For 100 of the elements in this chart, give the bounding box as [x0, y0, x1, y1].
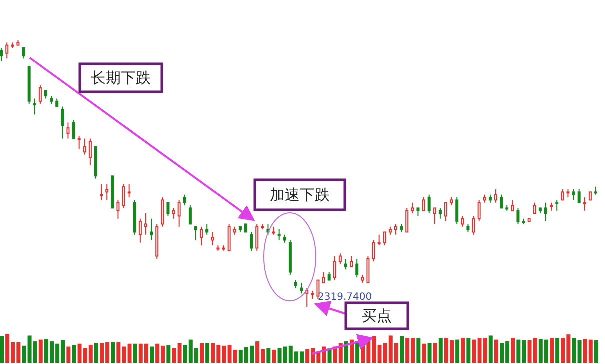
bar	[550, 338, 554, 363]
bar	[272, 350, 276, 363]
candlestick	[372, 240, 376, 262]
candlestick	[211, 232, 214, 246]
candlestick	[338, 253, 342, 265]
bar	[344, 342, 348, 363]
candlestick	[394, 224, 398, 236]
bar	[466, 338, 471, 363]
candlestick	[178, 200, 181, 228]
candlestick	[83, 138, 86, 156]
candlestick	[0, 48, 4, 62]
candlestick	[128, 184, 131, 198]
bar	[422, 344, 426, 363]
candlestick	[583, 197, 586, 212]
annotation: 2319.7400	[318, 292, 372, 303]
bar	[38, 340, 43, 363]
bar	[438, 338, 443, 363]
annotation: 加速下跌	[270, 186, 330, 204]
bar	[166, 345, 171, 363]
bar	[488, 336, 493, 363]
bar	[266, 348, 271, 363]
candlestick	[500, 194, 504, 209]
candlestick	[78, 136, 81, 150]
candlestick	[333, 256, 336, 281]
candlestick	[516, 208, 520, 225]
bar	[400, 336, 404, 363]
candlestick	[378, 234, 381, 246]
annotation: 买点	[362, 307, 392, 325]
bar	[556, 338, 560, 363]
candlestick	[188, 205, 192, 225]
candlestick	[322, 272, 326, 284]
candlestick	[428, 194, 431, 214]
candlestick	[144, 213, 148, 236]
bar	[594, 340, 598, 363]
candlestick	[66, 122, 70, 140]
candlestick	[33, 98, 36, 116]
candlestick	[511, 200, 514, 212]
candlestick	[116, 200, 120, 220]
bar	[578, 340, 582, 363]
candlestick	[88, 138, 92, 166]
bar	[461, 338, 466, 363]
bar	[172, 348, 176, 363]
bar	[572, 338, 576, 363]
candlestick	[406, 208, 409, 233]
bar	[428, 343, 432, 363]
candlestick	[100, 184, 104, 201]
candlestick	[444, 202, 448, 222]
candlestick	[206, 224, 209, 236]
bar	[150, 346, 154, 363]
candlestick	[22, 48, 26, 60]
bar	[494, 340, 498, 363]
candlestick	[494, 189, 498, 204]
bar	[128, 344, 132, 363]
candlestick	[422, 197, 426, 212]
candlestick	[561, 189, 564, 201]
bar	[433, 343, 438, 363]
candlestick	[383, 232, 386, 246]
bar	[22, 346, 26, 363]
candlestick	[300, 282, 304, 294]
candlestick	[478, 200, 481, 222]
bar	[0, 336, 4, 363]
candlestick	[411, 202, 414, 214]
bar	[511, 338, 516, 363]
candlestick	[200, 226, 204, 246]
bar	[66, 346, 71, 363]
candlestick	[472, 216, 476, 236]
candlestick	[438, 208, 442, 220]
candlestick	[250, 232, 254, 252]
candlestick	[61, 106, 64, 140]
bar	[472, 340, 476, 363]
candlestick	[556, 200, 559, 212]
candlestick	[316, 280, 320, 300]
candlestick	[461, 216, 464, 228]
bar	[456, 340, 460, 363]
candlestick	[533, 202, 536, 214]
candlestick	[194, 226, 198, 241]
bar	[94, 343, 98, 363]
candlestick	[256, 224, 259, 252]
candlestick	[38, 84, 42, 105]
bar	[206, 343, 210, 363]
candlestick	[572, 189, 576, 201]
candlestick	[122, 184, 126, 209]
bar	[416, 338, 421, 363]
bar	[200, 343, 204, 363]
candlestick	[544, 202, 548, 222]
candlestick	[183, 194, 186, 206]
candlestick	[356, 258, 359, 278]
candlestick	[6, 42, 9, 60]
candlestick	[172, 208, 176, 220]
bar	[178, 343, 182, 363]
bar	[350, 340, 354, 363]
candlestick	[106, 184, 109, 201]
candlestick	[72, 120, 76, 140]
candlestick	[138, 218, 142, 244]
bar	[72, 345, 76, 363]
candlestick	[456, 197, 459, 225]
annotation: 长期下跌	[91, 69, 151, 87]
bar	[133, 344, 138, 363]
candlestick	[344, 258, 348, 270]
bar	[111, 342, 116, 363]
